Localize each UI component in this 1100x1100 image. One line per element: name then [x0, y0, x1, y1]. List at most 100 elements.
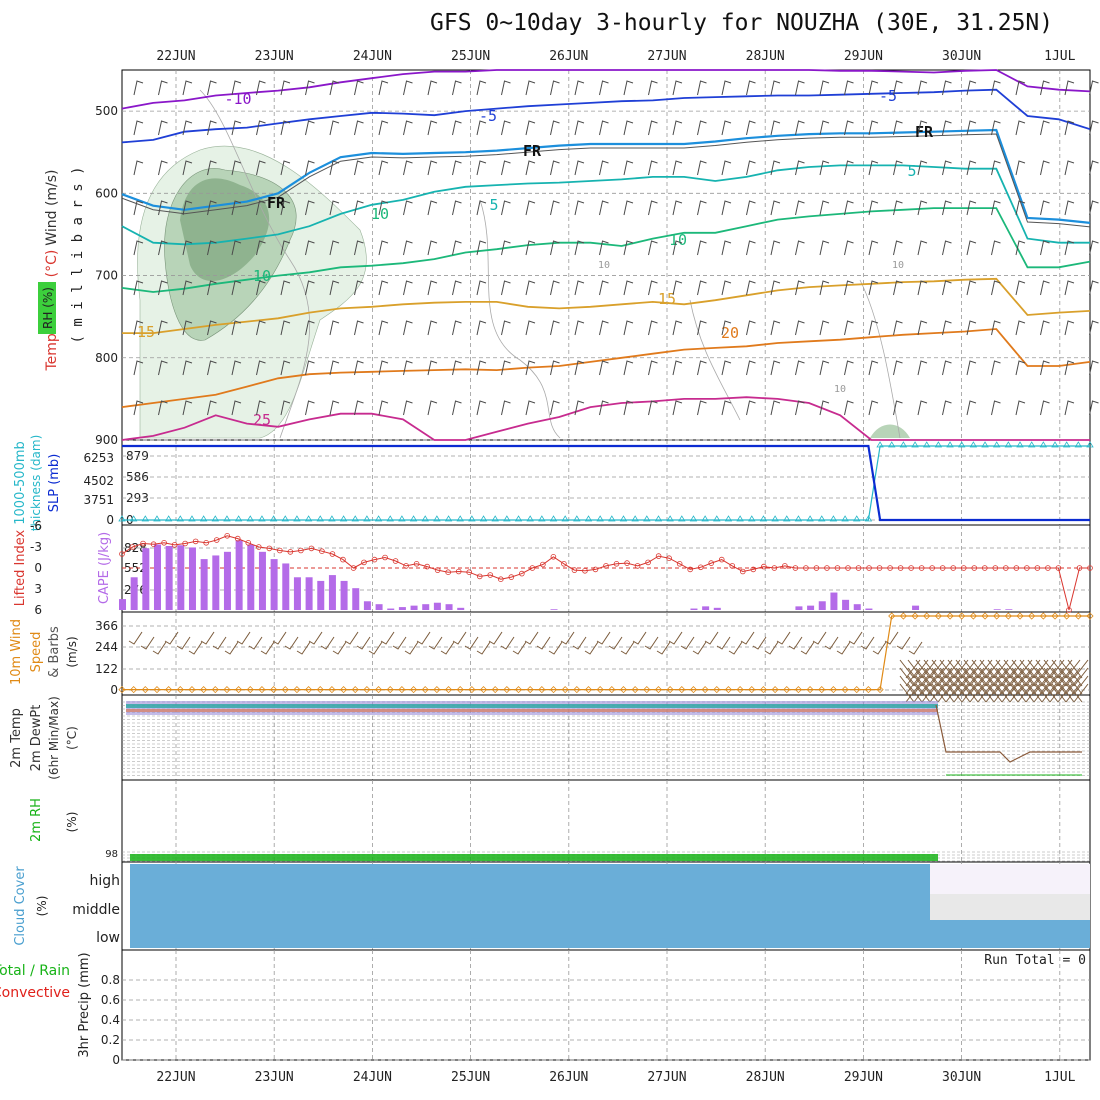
- li-marker: [287, 549, 294, 555]
- cape-bar: [457, 607, 465, 610]
- wind10m-barb: [939, 659, 961, 679]
- li-marker: [750, 566, 757, 573]
- wind-barb: [746, 120, 756, 136]
- wind-barb: [207, 120, 217, 136]
- thickness-tick-label: 3751: [83, 493, 114, 507]
- wind10m-barb: [1019, 675, 1041, 695]
- contour-label: 15: [658, 290, 676, 308]
- wind10m-marker: [514, 686, 523, 694]
- wind10m-barb: [128, 631, 143, 645]
- wind-barb: [917, 200, 928, 216]
- wind-barb: [1040, 120, 1050, 136]
- wind-barb: [917, 280, 928, 296]
- wind-barb: [280, 400, 291, 416]
- li-marker: [361, 559, 367, 566]
- thickness-marker: [561, 515, 569, 522]
- wind-barb: [1040, 280, 1050, 296]
- temp2m-band: [126, 704, 938, 708]
- cloud-layer-label: middle: [72, 902, 120, 918]
- wind10m-barb: [452, 631, 467, 645]
- date-label-top: 25JUN: [451, 49, 490, 64]
- wind-barb: [207, 320, 217, 336]
- cape-bar: [142, 548, 150, 610]
- wind-barb: [403, 200, 413, 216]
- cape-bar: [433, 602, 441, 610]
- cloud-cover-fill: [130, 864, 938, 948]
- wind-barb: [550, 160, 560, 176]
- thickness-marker: [351, 515, 359, 522]
- wind-barb: [231, 320, 242, 336]
- wind-barb: [942, 120, 952, 136]
- wind-barb: [770, 80, 781, 96]
- thickness-marker: [888, 441, 896, 448]
- wind10m-marker: [631, 686, 639, 694]
- wind10m-barb: [536, 636, 551, 650]
- wind10m-marker: [223, 686, 231, 694]
- date-label-bottom: 30JUN: [942, 1070, 981, 1085]
- wind-barb: [795, 360, 805, 376]
- thickness-marker: [713, 515, 721, 522]
- freezing-line-shadow: [121, 133, 1091, 228]
- isotherm-line: [121, 88, 1091, 144]
- wind10m-marker: [328, 686, 336, 694]
- wind10m-speed-label: Speed: [29, 632, 44, 673]
- wind10m-barb: [812, 631, 827, 645]
- wind10m-barb: [1035, 659, 1057, 679]
- wind10m-marker: [771, 686, 779, 694]
- li-marker: [676, 560, 683, 567]
- wind-barb: [452, 160, 462, 176]
- wind-barb: [868, 320, 879, 336]
- wind-barb: [329, 120, 340, 136]
- wind10m-barb: [963, 683, 985, 703]
- wind10m-barb: [939, 675, 961, 695]
- wind10m-marker: [130, 686, 138, 694]
- wind-barb: [893, 120, 903, 136]
- wind-barb: [795, 280, 805, 296]
- wind-barb: [574, 400, 585, 416]
- wind-barb: [1015, 280, 1026, 296]
- thickness-marker: [491, 515, 499, 522]
- wind-barb: [280, 280, 291, 296]
- wind-barb: [1089, 160, 1099, 176]
- wind-barb: [550, 80, 560, 96]
- precip-tick-label: 0.2: [101, 1033, 120, 1047]
- li-marker: [340, 556, 346, 563]
- cloud-layer-label: low: [96, 930, 120, 946]
- wind10m-marker: [1074, 612, 1082, 620]
- wind10m-barb: [1011, 667, 1033, 687]
- cape-bar: [398, 607, 406, 610]
- wind10m-barb: [1027, 675, 1049, 695]
- wind-barb: [1089, 280, 1099, 296]
- li-marker: [1045, 565, 1051, 571]
- thickness-marker: [468, 515, 476, 522]
- wind-barb: [403, 240, 413, 256]
- wind-barb: [1064, 320, 1075, 336]
- li-marker: [718, 556, 725, 563]
- wind-barb: [354, 80, 364, 96]
- wind-barb: [942, 200, 952, 216]
- wind10m-barb: [296, 641, 311, 655]
- wind-barb: [133, 360, 144, 376]
- thickness-marker: [1016, 441, 1024, 448]
- wind-barb: [207, 80, 217, 96]
- wind-barb: [329, 160, 340, 176]
- wind10m-barb: [428, 636, 443, 650]
- wind-barb: [574, 320, 585, 336]
- li-marker: [929, 565, 935, 571]
- li-tick-label: -3: [30, 540, 42, 554]
- cape-bar: [340, 580, 348, 610]
- wind-barb: [746, 320, 756, 336]
- wind10m-barb: [1043, 675, 1065, 695]
- wind-barb: [427, 80, 438, 96]
- wind-barb: [672, 120, 683, 136]
- wind-barb: [403, 160, 413, 176]
- wind-barb: [256, 200, 266, 216]
- wind-barb: [1015, 400, 1026, 416]
- li-marker: [634, 563, 641, 569]
- wind10m-barb: [995, 667, 1017, 687]
- wind10m-barb: [987, 659, 1009, 679]
- wind-barb: [1064, 120, 1075, 136]
- wind10m-marker: [305, 686, 313, 694]
- wind10m-barb: [668, 631, 683, 645]
- wind-barb: [207, 200, 217, 216]
